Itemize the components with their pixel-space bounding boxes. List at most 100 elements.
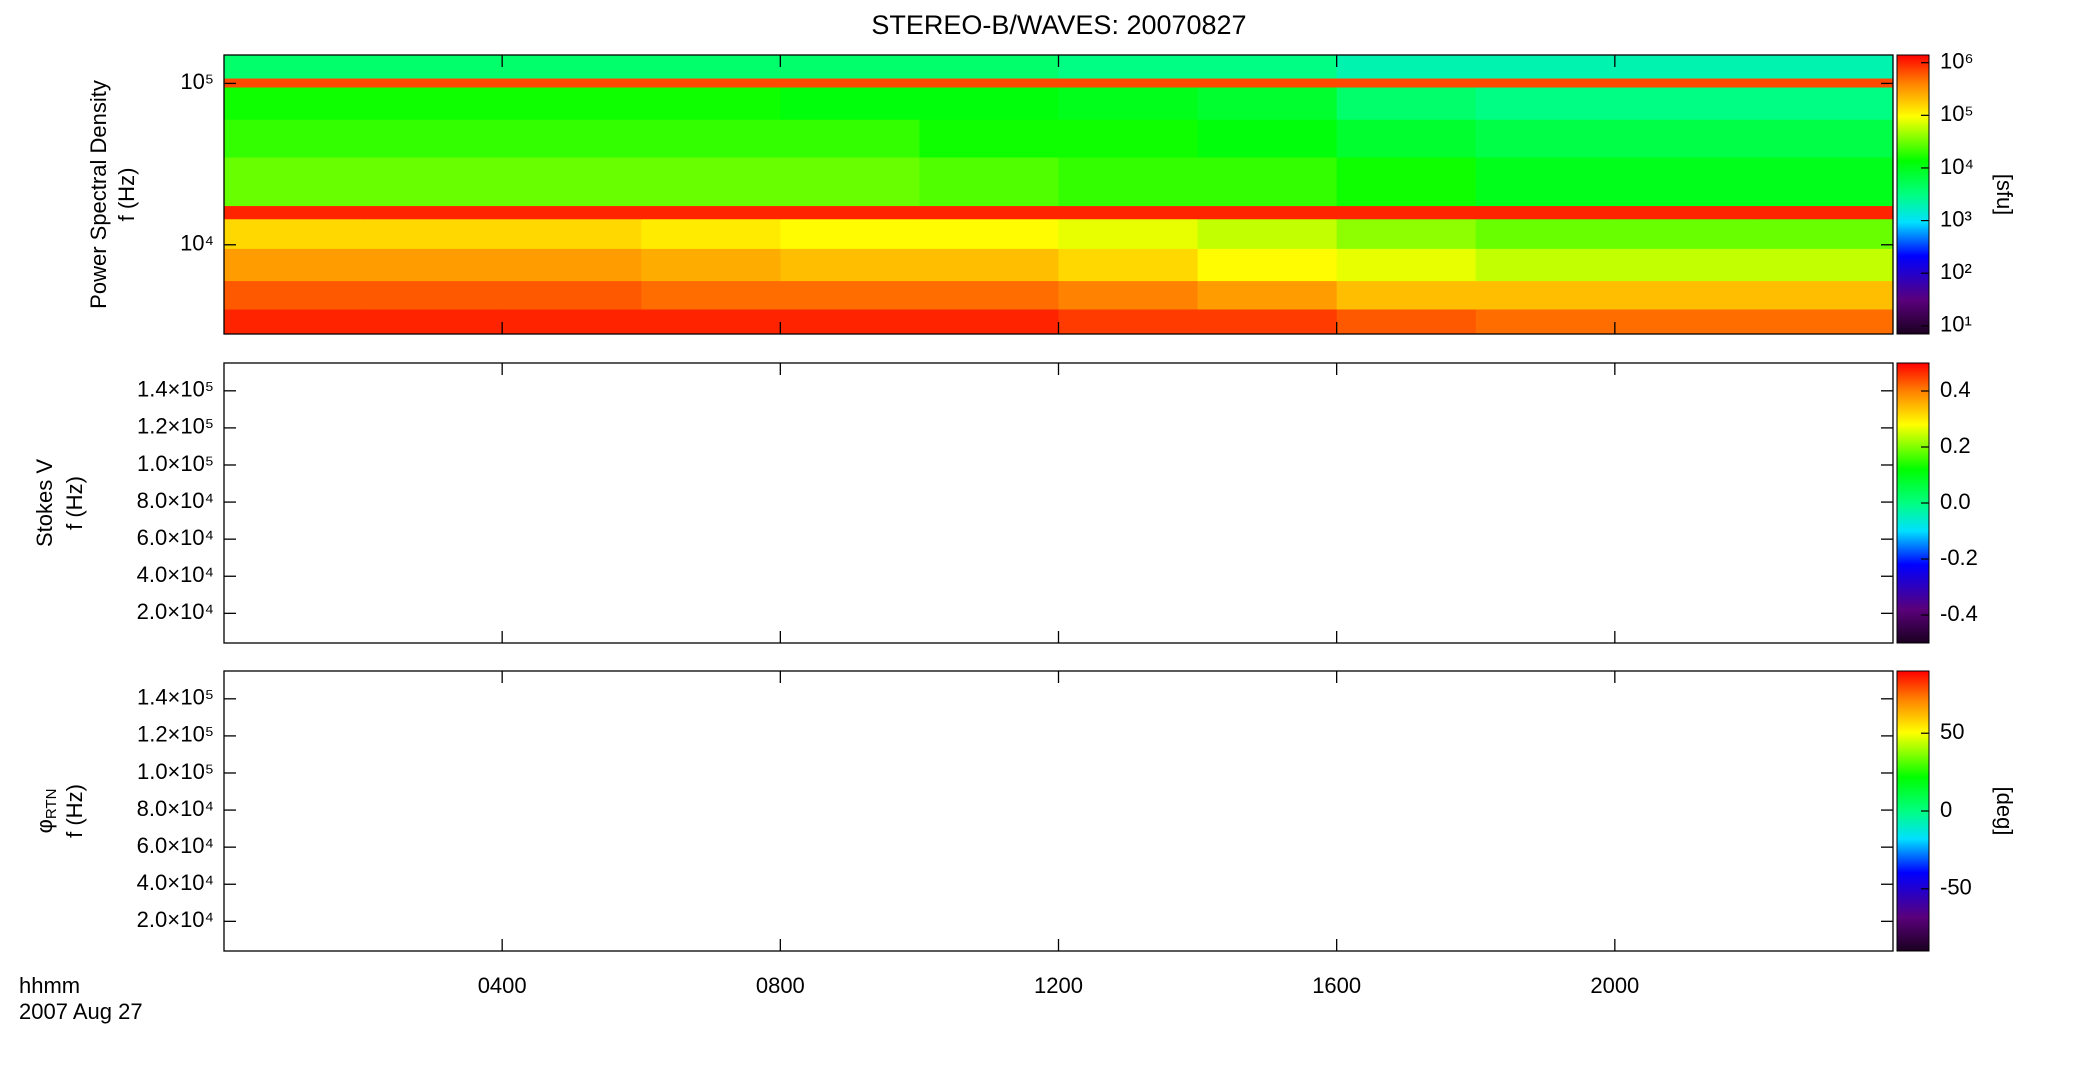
heatmap-cell	[1753, 309, 1894, 335]
y-axis-title-part: φ	[32, 819, 57, 833]
heatmap-cell	[1058, 156, 1199, 207]
heatmap-cell	[1336, 205, 1477, 220]
heatmap-cell	[224, 119, 364, 158]
heatmap-cell	[1475, 218, 1616, 249]
heatmap-cell	[1058, 87, 1199, 120]
plot-frame	[223, 362, 1894, 644]
heatmap-cell	[1753, 248, 1894, 282]
x-tick-label: 2000	[1590, 973, 1639, 998]
heatmap-cell	[363, 248, 503, 282]
heatmap-cell	[641, 156, 781, 207]
heatmap-cell	[1058, 248, 1199, 282]
heatmap-cell	[363, 55, 503, 79]
heatmap-cell	[502, 205, 642, 220]
y-tick-label: 4.0×10⁴	[137, 562, 214, 587]
y-axis-title: f (Hz)	[62, 784, 87, 838]
heatmap-cell	[224, 156, 364, 207]
x-tick-label: 0800	[756, 973, 805, 998]
heatmap-cell	[1614, 78, 1755, 88]
y-axis-title-part: f (Hz)	[62, 476, 87, 530]
colorbar	[1896, 54, 1930, 335]
heatmap-cell	[1614, 156, 1755, 207]
heatmap-cell	[363, 87, 503, 120]
heatmap-cell	[1336, 218, 1477, 249]
heatmap-cell	[502, 119, 642, 158]
y-tick-label: 8.0×10⁴	[137, 796, 214, 821]
colorbar-tick-label: 0.4	[1940, 377, 1971, 402]
heatmap-cell	[1475, 205, 1616, 220]
heatmap-cell	[1197, 280, 1338, 310]
heatmap-cell	[224, 280, 364, 310]
heatmap-cell	[641, 205, 781, 220]
colorbar-tick-label: 10¹	[1940, 312, 1972, 337]
heatmap-cell	[502, 248, 642, 282]
colorbar-tick-label: 10²	[1940, 259, 1972, 284]
heatmap-cell	[1614, 280, 1755, 310]
heatmap-cell	[1336, 248, 1477, 282]
y-tick-label: 2.0×10⁴	[137, 907, 214, 932]
heatmap-cell	[1475, 119, 1616, 158]
heatmap-cell	[363, 119, 503, 158]
heatmap-cell	[1753, 55, 1894, 79]
colorbar-tick-label: 0.0	[1940, 489, 1971, 514]
heatmap-cell	[502, 309, 642, 335]
y-tick-label: 10⁵	[180, 69, 214, 94]
y-tick-label: 6.0×10⁴	[137, 833, 214, 858]
heatmap-cell	[1336, 78, 1477, 88]
colorbar-label: [sfu]	[1992, 174, 2017, 216]
heatmap-cell	[780, 218, 920, 249]
heatmap-cell	[502, 280, 642, 310]
heatmap-cell	[1197, 156, 1338, 207]
heatmap-cell	[1475, 248, 1616, 282]
heatmap-cell	[1614, 218, 1755, 249]
heatmap-cell	[641, 218, 781, 249]
x-tick-label: 1200	[1034, 973, 1083, 998]
y-axis-title-part: Stokes V	[32, 459, 57, 547]
heatmap-cell	[780, 78, 920, 88]
heatmap-cell	[1336, 280, 1477, 310]
y-tick-label: 1.0×10⁵	[137, 759, 214, 784]
y-tick-label: 1.4×10⁵	[137, 377, 214, 402]
heatmap-cell	[1336, 87, 1477, 120]
heatmap-cell	[1614, 55, 1755, 79]
colorbar-tick-label: 0	[1940, 797, 1952, 822]
y-axis-title-part: f (Hz)	[114, 168, 139, 222]
heatmap-cell	[363, 78, 503, 88]
heatmap-cell	[1058, 280, 1199, 310]
heatmap-cell	[1197, 248, 1338, 282]
heatmap-cell	[919, 248, 1059, 282]
heatmap-cell	[1058, 205, 1199, 220]
heatmap-cell	[1197, 218, 1338, 249]
heatmap-cell	[919, 156, 1059, 207]
heatmap-cell	[919, 55, 1059, 79]
y-tick-label: 8.0×10⁴	[137, 488, 214, 513]
heatmap-cell	[919, 218, 1059, 249]
colorbar-tick-label: 10⁵	[1940, 101, 1974, 126]
heatmap-cell	[363, 205, 503, 220]
heatmap-cell	[1197, 119, 1338, 158]
heatmap-cell	[919, 280, 1059, 310]
heatmap-cell	[1614, 87, 1755, 120]
heatmap-cell	[1475, 156, 1616, 207]
heatmap-cell	[1058, 309, 1199, 335]
heatmap-cell	[1475, 78, 1616, 88]
heatmap-cell	[1336, 119, 1477, 158]
heatmap-cell	[780, 156, 920, 207]
y-axis-title-part: Power Spectral Density	[86, 80, 111, 309]
heatmap-cell	[1753, 205, 1894, 220]
heatmap-cell	[919, 87, 1059, 120]
heatmap-cell	[363, 218, 503, 249]
heatmap-cell	[502, 55, 642, 79]
x-axis-title: 2007 Aug 27	[19, 999, 143, 1024]
heatmap-cell	[1614, 205, 1755, 220]
heatmap-cell	[1753, 156, 1894, 207]
colorbar-label: [deg]	[1992, 787, 2017, 836]
heatmap-cell	[1197, 78, 1338, 88]
heatmap-cell	[1336, 156, 1477, 207]
heatmap-cell	[502, 87, 642, 120]
heatmap-cell	[1197, 309, 1338, 335]
colorbar-tick-label: -0.2	[1940, 545, 1978, 570]
heatmap-cell	[1197, 205, 1338, 220]
heatmap-cell	[1753, 218, 1894, 249]
